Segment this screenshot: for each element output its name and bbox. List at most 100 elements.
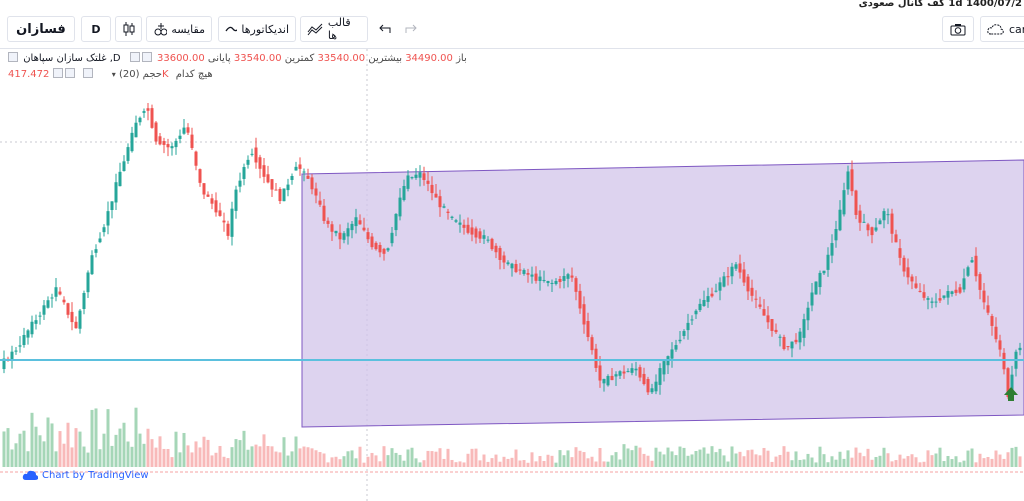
volume-bar: [906, 456, 910, 467]
legend-low-label: کمترین: [284, 53, 315, 64]
candle-body: [550, 282, 554, 284]
candle-body: [826, 254, 830, 270]
chart-area[interactable]: غلتک سازان سپاهان ,D 33600.00 باز 34490.…: [0, 49, 1024, 501]
volume-label: حجم (20): [118, 69, 162, 80]
candle-body: [990, 316, 994, 326]
volume-bar: [450, 459, 454, 467]
candle-body: [610, 375, 614, 381]
indicators-label: اندیکاتورها: [241, 22, 289, 36]
candle-body: [338, 232, 342, 240]
volume-bar: [602, 461, 606, 467]
tradingview-attribution[interactable]: Chart by TradingView: [22, 469, 149, 481]
candle-body: [618, 371, 622, 376]
candle-body: [682, 331, 686, 336]
volume-bar: [734, 453, 738, 467]
candle-body: [786, 346, 790, 348]
bar-type-button[interactable]: [115, 16, 142, 42]
volume-bar: [554, 462, 558, 467]
volume-bar: [206, 439, 210, 467]
candle-body: [750, 287, 754, 296]
candle-body: [126, 147, 130, 161]
volume-bar: [406, 449, 410, 467]
volume-bar: [934, 453, 938, 467]
volume-dropdown-icon[interactable]: ▾: [111, 70, 116, 79]
candle-body: [810, 292, 814, 306]
templates-button[interactable]: قالب ها: [300, 16, 368, 42]
candle-body: [738, 263, 742, 273]
volume-eye-icon[interactable]: [82, 68, 93, 78]
chart-toolbar: فسازان D مقایسه اندیکاتورها قالب ها car: [0, 12, 1024, 49]
volume-bar: [706, 453, 710, 467]
price-chart[interactable]: [0, 49, 1024, 501]
interval-button[interactable]: D: [81, 16, 111, 42]
candle-body: [394, 213, 398, 231]
candle-body: [902, 257, 906, 272]
compare-button[interactable]: مقایسه: [146, 16, 212, 42]
candle-body: [30, 321, 34, 335]
candle-body: [434, 193, 438, 198]
volume-bar: [570, 457, 574, 467]
volume-bar: [318, 452, 322, 467]
volume-bar: [146, 428, 150, 467]
volume-bar: [778, 454, 782, 467]
cloud-save-button[interactable]: car: [980, 16, 1024, 42]
candle-body: [114, 182, 118, 203]
candle-body: [838, 209, 842, 231]
volume-bar: [710, 446, 714, 467]
volume-bar: [818, 446, 822, 467]
volume-bar: [1002, 458, 1006, 467]
candle-body: [314, 188, 318, 196]
volume-bar: [966, 450, 970, 467]
volume-bar: [842, 458, 846, 467]
volume-bar: [754, 454, 758, 467]
symbol-button[interactable]: فسازان: [7, 16, 75, 42]
volume-bar: [342, 456, 346, 467]
candle-body: [10, 351, 14, 360]
volume-bar: [826, 462, 830, 467]
volume-bar: [294, 436, 298, 467]
candle-body: [454, 220, 458, 222]
screenshot-button[interactable]: [942, 16, 974, 42]
candle-body: [562, 276, 566, 281]
volume-bar: [254, 444, 258, 467]
volume-bar: [518, 460, 522, 467]
volume-bar: [630, 450, 634, 467]
volume-bar: [70, 447, 74, 467]
volume-bar: [874, 457, 878, 467]
volume-bar: [470, 448, 474, 467]
candle-body: [362, 227, 366, 231]
volume-bar: [398, 454, 402, 467]
candle-body: [746, 276, 750, 292]
undo-icon[interactable]: [379, 24, 391, 34]
volume-bar: [858, 452, 862, 467]
volume-bar: [390, 448, 394, 467]
candle-body: [66, 303, 70, 315]
volume-bar: [226, 458, 230, 467]
candle-body: [790, 341, 794, 349]
volume-bar: [634, 445, 638, 467]
volume-bar: [846, 450, 850, 467]
volume-bar: [558, 450, 562, 467]
volume-settings-icon[interactable]: [64, 68, 75, 78]
indicators-button[interactable]: اندیکاتورها: [218, 16, 296, 42]
volume-close-icon[interactable]: [52, 68, 63, 78]
volume-bar: [1014, 446, 1018, 467]
legend-collapse-icon[interactable]: [8, 52, 18, 62]
volume-bar: [190, 452, 194, 467]
volume-bar: [930, 455, 934, 467]
candle-body: [474, 228, 478, 238]
candle-body: [878, 220, 882, 225]
volume-bar: [674, 455, 678, 467]
volume-bar: [266, 445, 270, 467]
eye-icon[interactable]: [129, 52, 140, 62]
volume-bar: [58, 431, 62, 467]
volume-value: 417.472K: [8, 69, 169, 80]
compare-icon: [154, 23, 168, 36]
legend-high-label: بیشترین: [368, 53, 402, 64]
settings-icon[interactable]: [141, 52, 152, 62]
candle-body: [222, 220, 226, 223]
buy-arrow-icon: [1004, 387, 1018, 401]
candle-body: [678, 339, 682, 342]
volume-bar: [442, 458, 446, 467]
redo-icon[interactable]: [405, 24, 417, 34]
